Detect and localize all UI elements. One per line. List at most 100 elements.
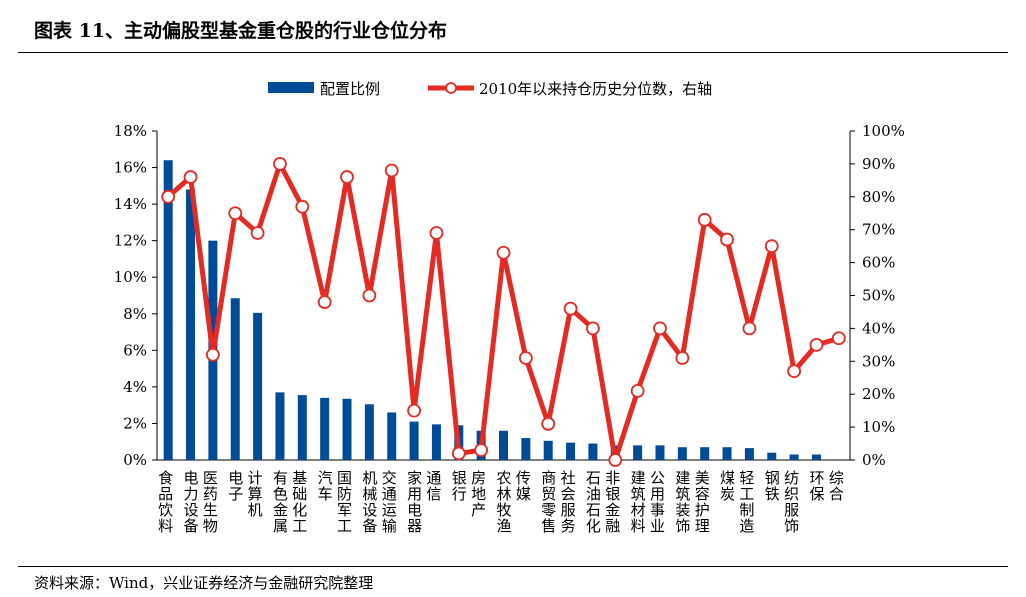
bar xyxy=(521,438,531,460)
right-tick-label: 80% xyxy=(862,188,895,206)
line-point xyxy=(720,232,734,247)
category-label: 综合 xyxy=(827,470,845,502)
category-label: 基础化工 xyxy=(290,470,308,534)
line-point xyxy=(742,321,757,336)
category-label: 国防军工 xyxy=(335,470,353,534)
bar xyxy=(387,412,397,460)
chart-title: 图表 11、主动偏股型基金重仓股的行业仓位分布 xyxy=(34,20,448,42)
category-label: 家用电器 xyxy=(405,470,423,534)
line-point xyxy=(697,212,712,227)
right-tick-label: 0% xyxy=(862,451,886,469)
line-point xyxy=(228,206,243,221)
right-tick-label: 20% xyxy=(862,385,895,403)
line-point xyxy=(653,321,667,336)
line-point xyxy=(273,156,287,171)
bar xyxy=(789,454,799,460)
bar xyxy=(588,443,598,460)
category-label: 计算机 xyxy=(246,470,264,518)
right-tick-label: 10% xyxy=(862,418,895,436)
legend-bar-swatch xyxy=(268,82,314,93)
line-point xyxy=(809,337,824,352)
legend-line-label: 2010年以来持仓历史分位数，右轴 xyxy=(479,80,712,98)
left-tick-label: 10% xyxy=(114,268,147,286)
line-point xyxy=(518,351,533,365)
bar xyxy=(566,442,576,460)
bar xyxy=(409,421,419,460)
bar xyxy=(499,430,508,460)
category-label: 建筑材料 xyxy=(629,470,647,534)
left-tick-label: 14% xyxy=(114,195,147,213)
line-point xyxy=(563,301,578,316)
legend-bar-label: 配置比例 xyxy=(320,80,380,98)
bar xyxy=(633,445,643,460)
source-note: 资料来源：Wind，兴业证券经济与金融研究院整理 xyxy=(34,574,374,592)
line-point xyxy=(451,446,466,461)
category-label: 公用事业 xyxy=(648,470,666,534)
left-tick-label: 2% xyxy=(123,414,147,432)
line-point xyxy=(407,403,421,418)
bar xyxy=(320,397,330,460)
line-point xyxy=(295,199,310,214)
line-point xyxy=(384,163,399,178)
line-point xyxy=(250,226,265,240)
category-label: 医药生物 xyxy=(201,470,219,534)
category-label: 汽车 xyxy=(316,470,334,502)
line-point xyxy=(787,364,802,379)
line-point xyxy=(675,351,690,365)
right-tick-label: 40% xyxy=(862,319,895,337)
left-tick-label: 4% xyxy=(123,378,147,396)
category-label: 环保 xyxy=(807,470,825,502)
category-label: 轻工制造 xyxy=(737,470,755,534)
source-rule xyxy=(18,566,1008,567)
left-tick-label: 16% xyxy=(114,159,147,177)
category-label: 有色金属 xyxy=(271,470,289,534)
line-point xyxy=(474,443,489,458)
right-tick-label: 50% xyxy=(862,287,895,305)
bar xyxy=(253,312,263,460)
bar xyxy=(431,424,441,460)
right-tick-label: 100% xyxy=(862,122,905,140)
category-label: 电力设备 xyxy=(182,470,200,534)
category-label: 建筑装饰 xyxy=(673,470,691,534)
line-point xyxy=(362,288,377,303)
category-label: 社会服务 xyxy=(559,470,577,534)
bar xyxy=(297,395,307,460)
category-label: 通信 xyxy=(424,470,442,502)
bar xyxy=(275,392,285,460)
category-label: 美容护理 xyxy=(693,470,711,534)
left-tick-label: 6% xyxy=(123,341,147,359)
line-point xyxy=(608,453,623,467)
right-tick-label: 90% xyxy=(862,155,895,173)
right-tick-label: 60% xyxy=(862,254,895,272)
category-label: 传媒 xyxy=(514,470,532,502)
bar xyxy=(186,189,196,460)
category-label: 纺织服饰 xyxy=(782,470,800,534)
category-label: 房地产 xyxy=(469,470,487,518)
category-label: 钢铁 xyxy=(763,470,781,502)
line-point xyxy=(429,226,444,240)
line-point xyxy=(205,347,220,362)
legend-line-marker xyxy=(445,82,457,94)
bar xyxy=(811,454,821,460)
category-label: 交通运输 xyxy=(380,469,398,534)
bar xyxy=(677,447,687,460)
line-point xyxy=(317,295,332,309)
category-label: 机械设备 xyxy=(360,470,378,534)
line-point xyxy=(161,189,176,204)
right-tick-label: 30% xyxy=(862,352,895,370)
bar xyxy=(767,452,777,460)
category-label: 电子 xyxy=(226,470,244,502)
category-label: 商贸零售 xyxy=(539,470,557,534)
bar xyxy=(364,404,374,460)
line-series xyxy=(166,161,840,463)
category-label: 食品饮料 xyxy=(156,470,174,534)
line-point xyxy=(340,170,354,184)
category-label: 煤炭 xyxy=(718,470,736,502)
left-tick-label: 18% xyxy=(114,122,147,140)
left-tick-label: 0% xyxy=(123,451,147,469)
category-label: 非银金融 xyxy=(603,470,621,534)
left-tick-label: 12% xyxy=(114,232,147,250)
title-rule xyxy=(18,52,1008,53)
bar xyxy=(342,398,352,460)
bar xyxy=(543,440,553,460)
